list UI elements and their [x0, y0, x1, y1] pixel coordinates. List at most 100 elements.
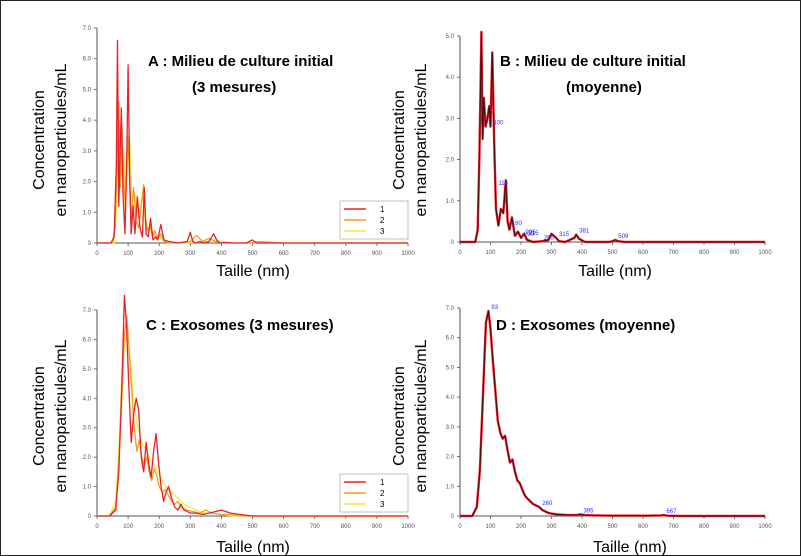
y-tick-label: 6.0	[83, 337, 92, 343]
x-tick-label: 500	[247, 524, 258, 530]
panel-d-xlabel: Taille (nm)	[593, 539, 667, 556]
panel-c-title: C : Exosomes (3 mesures)	[146, 317, 334, 334]
peak-annotation: 100	[494, 121, 505, 127]
x-tick-label: 500	[607, 524, 618, 530]
peak-annotation: 667	[666, 509, 677, 515]
y-tick-label: 4.0	[83, 118, 92, 124]
y-tick-label: 6.0	[446, 336, 455, 342]
y-tick-label: 1.0	[83, 485, 92, 491]
x-tick-label: 800	[699, 250, 710, 256]
x-tick-label: 1000	[758, 524, 772, 530]
x-tick-label: 400	[577, 524, 588, 530]
panel-b-ylabel2: en nanoparticules/mL	[413, 63, 430, 216]
y-tick-label: 2.0	[83, 180, 92, 186]
panel-d-ylabel2: en nanoparticules/mL	[413, 339, 430, 492]
peak-annotation: 93	[491, 305, 498, 311]
x-tick-label: 200	[154, 251, 165, 257]
peak-annotation: 315	[559, 232, 570, 238]
x-tick-label: 100	[485, 250, 496, 256]
x-tick-label: 300	[546, 250, 557, 256]
panel-c-plot: 0 100 200 300 400 500 600 700 800 900 1000 0 1.0 2.0 3…	[83, 294, 415, 530]
y-tick-label: 5.0	[83, 367, 92, 373]
series-core-line	[460, 310, 765, 517]
x-tick-label: 300	[185, 524, 196, 530]
y-tick-label: 1.0	[446, 199, 455, 205]
x-tick-label: 0	[95, 524, 99, 530]
x-tick-label: 900	[372, 251, 383, 257]
x-tick-label: 200	[154, 524, 165, 530]
series-line-1	[97, 39, 408, 244]
x-tick-label: 400	[577, 250, 588, 256]
y-tick-label: 4.0	[446, 395, 455, 401]
y-tick-label: 5.0	[83, 87, 92, 93]
y-tick-label: 1.0	[446, 484, 455, 490]
x-tick-label: 100	[485, 524, 496, 530]
series-line-1	[97, 294, 408, 517]
y-tick-label: 3.0	[446, 425, 455, 431]
y-tick-label: 3.0	[446, 116, 455, 122]
x-tick-label: 700	[310, 251, 321, 257]
x-tick-label: 600	[279, 524, 290, 530]
x-tick-label: 800	[341, 524, 352, 530]
x-tick-label: 500	[247, 251, 258, 257]
y-tick-label: 2.0	[446, 158, 455, 164]
peak-annotation: 205	[526, 230, 537, 236]
peak-annotation: 509	[618, 234, 629, 240]
y-tick-label: 7.0	[83, 308, 92, 314]
x-tick-label: 500	[607, 250, 618, 256]
x-tick-label: 0	[458, 250, 462, 256]
x-tick-label: 400	[216, 251, 227, 257]
panel-c-ylabel: Concentration	[31, 366, 48, 466]
legend-entry: 1	[380, 478, 385, 487]
panel-a-ylabel: Concentration	[31, 90, 48, 190]
y-tick-label: 0	[451, 514, 455, 520]
y-tick-label: 6.0	[83, 57, 92, 63]
x-tick-label: 700	[310, 524, 321, 530]
x-tick-label: 600	[638, 524, 649, 530]
legend-entry: 2	[380, 489, 385, 498]
panel-a-xlabel: Taille (nm)	[216, 263, 290, 280]
y-tick-label: 2.0	[446, 455, 455, 461]
legend-entry: 1	[380, 205, 385, 214]
panel-a-title: A : Milieu de culture initial	[148, 53, 333, 70]
peak-annotation: 160	[512, 221, 523, 227]
panel-c: C : Exosomes (3 mesures) Concentration e…	[31, 294, 415, 556]
panel-b-xlabel: Taille (nm)	[578, 263, 652, 280]
x-tick-label: 1000	[401, 524, 415, 530]
series-core-line	[460, 31, 765, 243]
x-tick-label: 200	[516, 524, 527, 530]
panel-a-ylabel2: en nanoparticules/mL	[53, 63, 70, 216]
panel-d: D : Exosomes (moyenne) Concentration en …	[391, 305, 772, 556]
legend-entry: 3	[380, 500, 385, 509]
x-tick-label: 100	[123, 251, 134, 257]
y-tick-label: 0	[88, 514, 92, 520]
x-tick-label: 900	[729, 250, 740, 256]
x-tick-label: 700	[668, 524, 679, 530]
y-tick-label: 4.0	[446, 75, 455, 81]
y-tick-label: 4.0	[83, 396, 92, 402]
y-tick-label: 1.0	[83, 210, 92, 216]
x-tick-label: 600	[638, 250, 649, 256]
y-tick-label: 3.0	[83, 149, 92, 155]
panel-c-ylabel2: en nanoparticules/mL	[53, 339, 70, 492]
x-tick-label: 1000	[401, 251, 415, 257]
panel-b-subtitle: (moyenne)	[566, 79, 642, 96]
panel-b-title: B : Milieu de culture initial	[500, 53, 686, 70]
panel-c-xlabel: Taille (nm)	[216, 539, 290, 556]
y-tick-label: 7.0	[446, 306, 455, 312]
panel-b-ylabel: Concentration	[391, 90, 408, 190]
legend-entry: 2	[380, 216, 385, 225]
peak-annotation: 116	[498, 181, 508, 187]
x-tick-label: 900	[729, 524, 740, 530]
x-tick-label: 300	[546, 524, 557, 530]
x-tick-label: 700	[668, 250, 679, 256]
x-tick-label: 1000	[758, 250, 772, 256]
y-tick-label: 5.0	[446, 365, 455, 371]
panel-d-ylabel: Concentration	[391, 366, 408, 466]
peak-annotation: 260	[542, 501, 553, 507]
y-tick-label: 0	[88, 241, 92, 247]
peak-annotation: 395	[583, 509, 594, 515]
panel-b: B : Milieu de culture initial (moyenne) …	[391, 30, 772, 280]
